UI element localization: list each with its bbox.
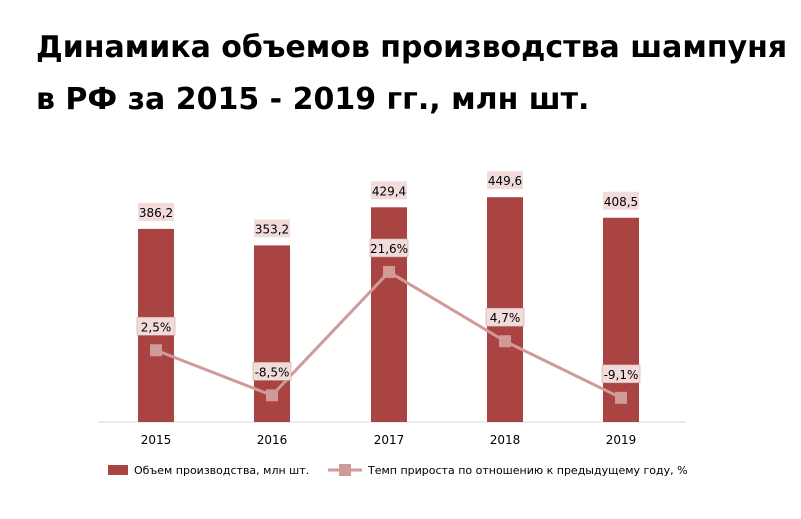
- growth-marker-2016: [266, 389, 278, 402]
- bar-label-box-2015: [138, 202, 174, 221]
- legend-bar-swatch: [108, 465, 128, 475]
- legend-bar-label: Объем производства, млн шт.: [134, 464, 309, 477]
- bar-label-2016: 353,2: [255, 222, 289, 236]
- growth-label-2017: 21,6%: [370, 242, 408, 256]
- x-tick-label-2016: 2016: [257, 433, 288, 447]
- bar-label-2017: 429,4: [372, 184, 406, 198]
- growth-label-box-2016: [252, 362, 292, 381]
- growth-label-box-2017: [369, 238, 409, 258]
- bar-label-2018: 449,6: [488, 174, 522, 188]
- bar-label-box-2018: [487, 171, 523, 190]
- growth-marker-2018: [499, 335, 511, 348]
- x-tick-label-2015: 2015: [141, 433, 172, 447]
- growth-label-2019: -9,1%: [604, 368, 639, 382]
- bar-label-2015: 386,2: [139, 206, 173, 220]
- growth-label-2018: 4,7%: [490, 311, 521, 325]
- growth-marker-2017: [383, 265, 395, 278]
- growth-label-box-2019: [601, 364, 641, 384]
- x-tick-label-2018: 2018: [490, 433, 521, 447]
- chart-title: Динамика объемов производства шампуня в …: [36, 30, 788, 117]
- growth-marker-2015: [150, 344, 162, 357]
- x-tick-label-2017: 2017: [374, 433, 405, 447]
- growth-label-box-2018: [485, 307, 525, 327]
- growth-label-2015: 2,5%: [141, 320, 172, 334]
- legend-line-label: Темп прироста по отношению к предыдущему…: [367, 464, 688, 477]
- growth-marker-2019: [615, 391, 627, 404]
- bar-2019: [603, 217, 639, 422]
- bar-label-2019: 408,5: [604, 195, 638, 209]
- bar-label-box-2019: [603, 191, 639, 210]
- growth-label-2016: -8,5%: [255, 365, 290, 379]
- x-tick-label-2019: 2019: [606, 433, 637, 447]
- growth-label-box-2015: [136, 316, 176, 336]
- bar-label-box-2016: [254, 219, 290, 238]
- bar-label-box-2017: [371, 181, 407, 200]
- legend-line-marker: [339, 464, 351, 476]
